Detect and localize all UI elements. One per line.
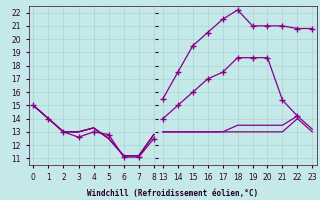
Text: Windchill (Refroidissement éolien,°C): Windchill (Refroidissement éolien,°C) bbox=[87, 189, 258, 198]
